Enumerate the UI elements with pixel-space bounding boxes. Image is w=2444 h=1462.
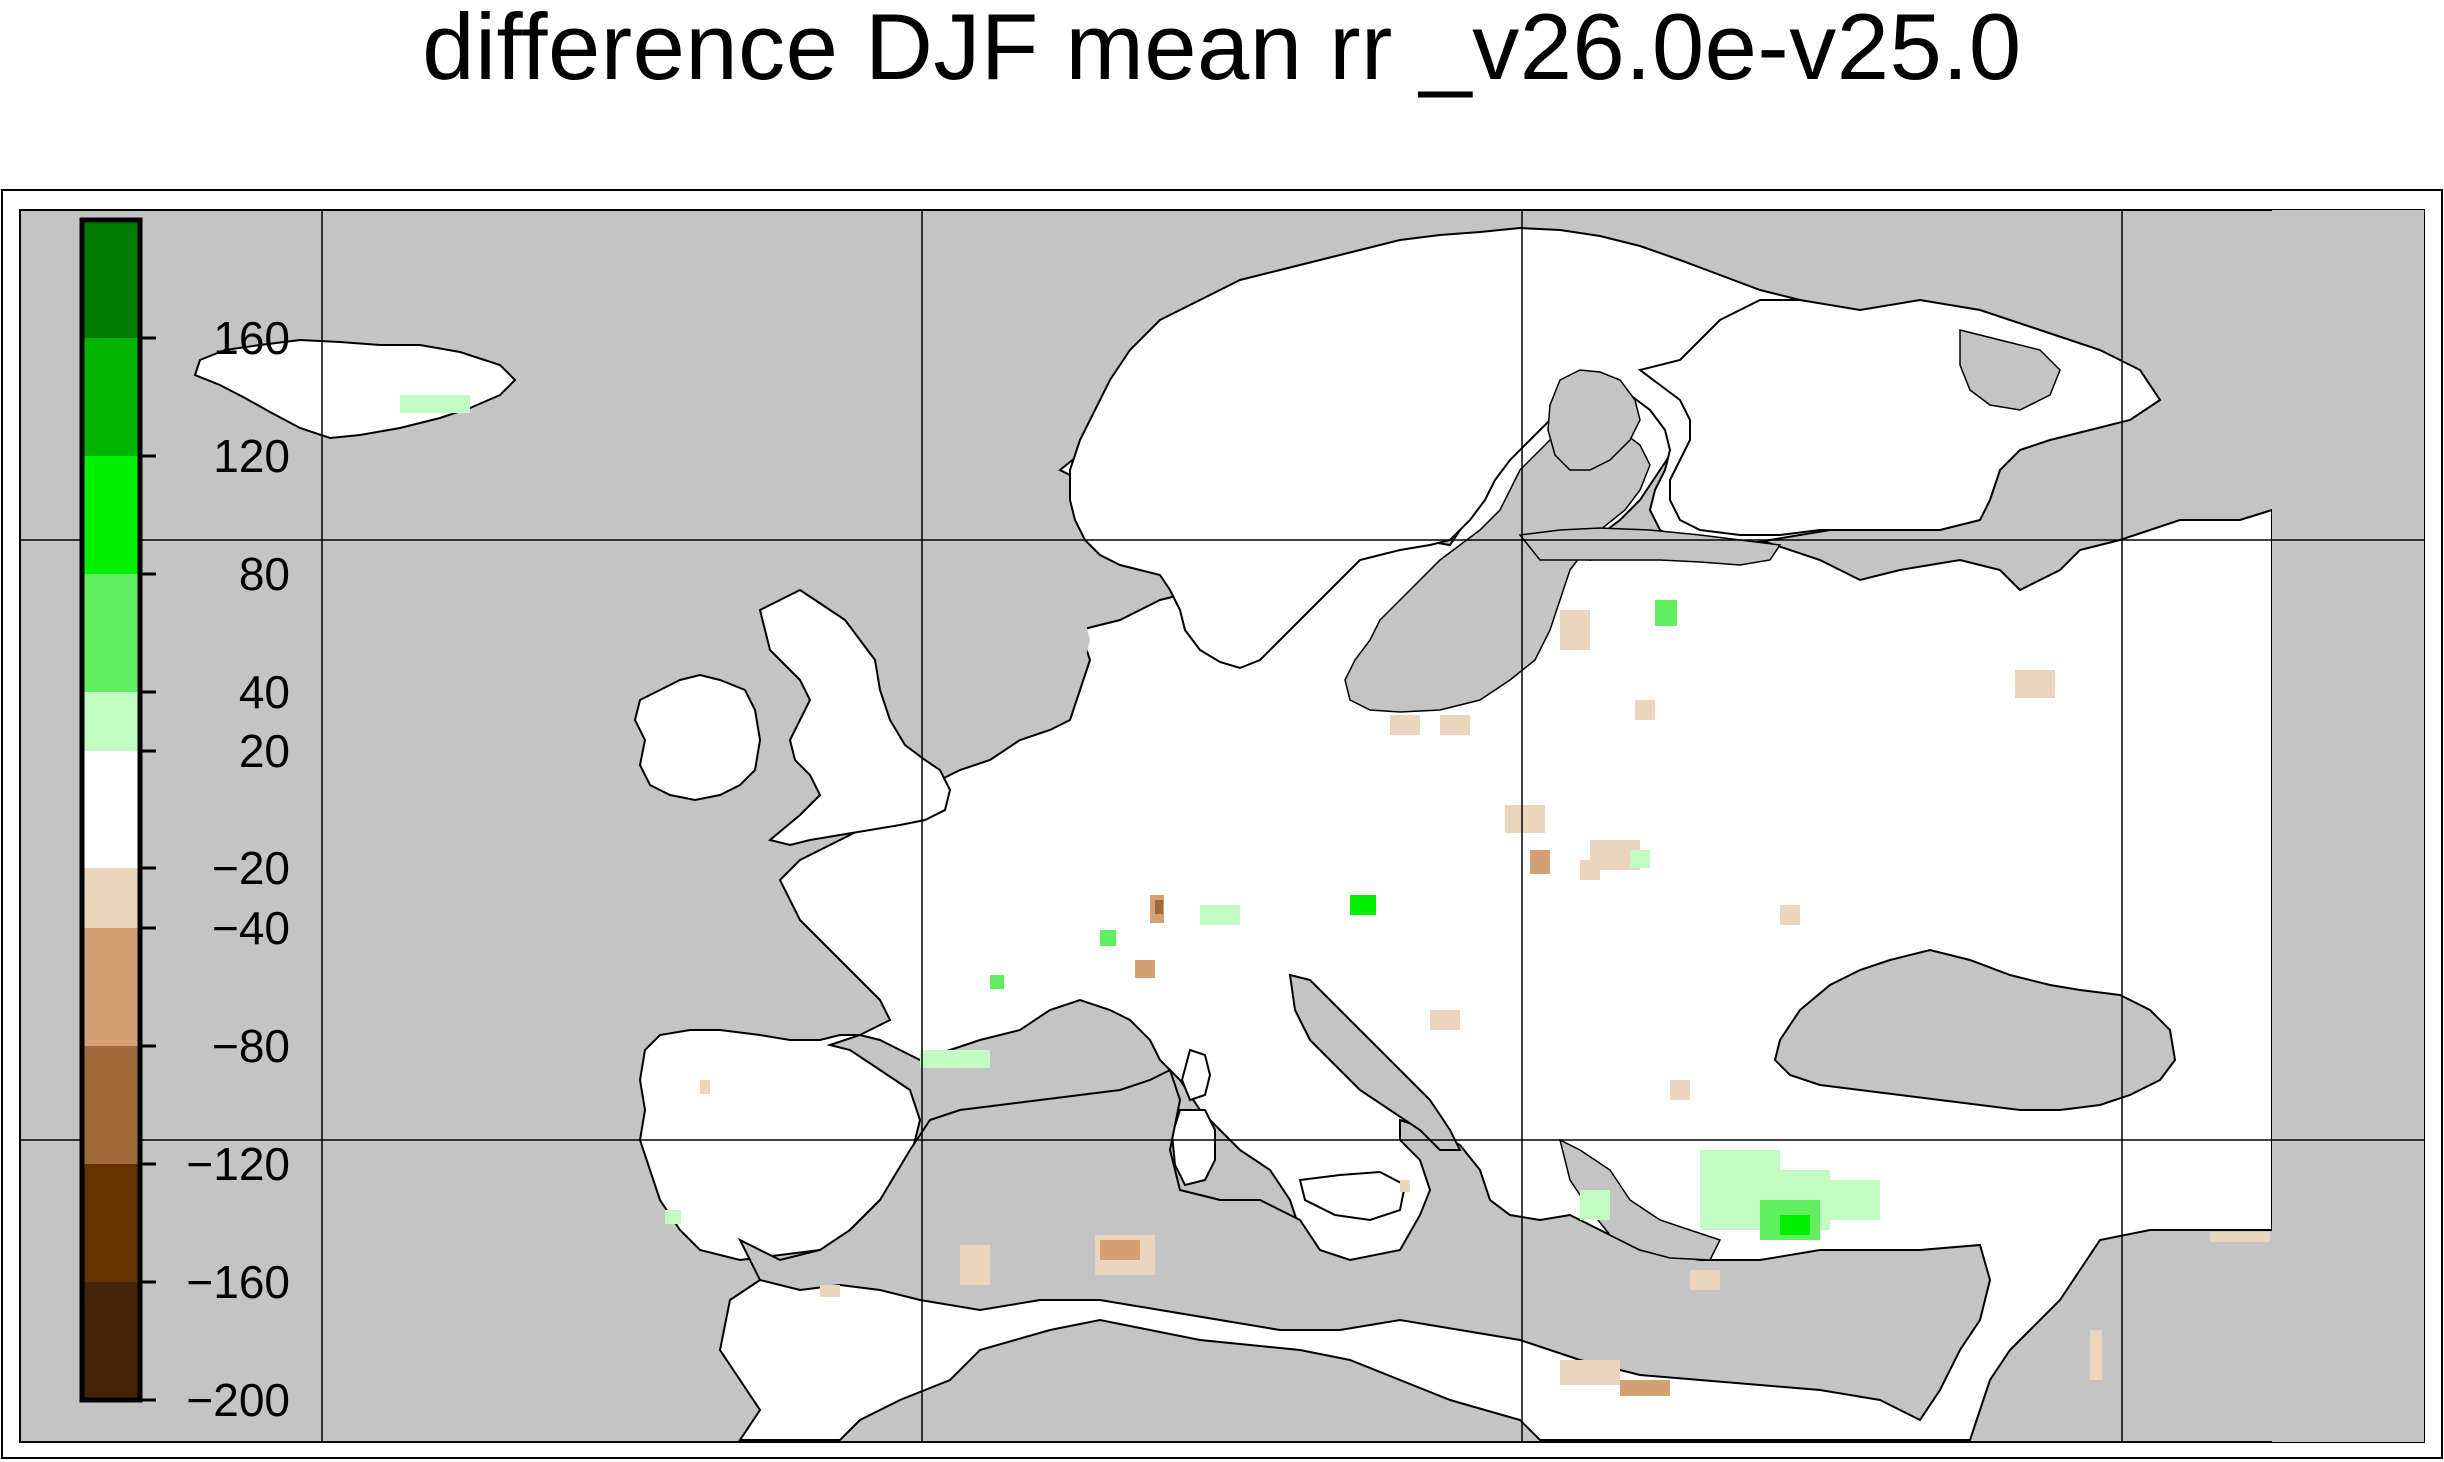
sea-north bbox=[880, 560, 1090, 745]
lat-lon-grid bbox=[20, 210, 2424, 1442]
colorbar-tick-label: −200 bbox=[186, 1374, 290, 1426]
colorbar-tick-label: 120 bbox=[213, 430, 290, 482]
colorbar-bin bbox=[82, 220, 140, 338]
land-ireland bbox=[633, 673, 762, 802]
colorbar-bin bbox=[82, 928, 140, 1046]
anomaly-positive bbox=[400, 395, 1880, 1240]
colorbar-tick-label: −80 bbox=[212, 1020, 290, 1072]
land-great-britain bbox=[758, 588, 952, 847]
colorbar-tick-label: −120 bbox=[186, 1138, 290, 1190]
colorbar-bin bbox=[82, 868, 140, 928]
land-iceland bbox=[193, 338, 517, 440]
anomaly-negative bbox=[700, 610, 2270, 1396]
sea-white bbox=[1959, 329, 2061, 411]
sea-mediterranean bbox=[737, 1068, 1992, 1422]
no-data-east bbox=[2272, 210, 2424, 1442]
colorbar-bin bbox=[82, 751, 140, 868]
colorbar-tick-label: −40 bbox=[212, 902, 290, 954]
map-title: difference DJF mean rr _v26.0e-v25.0 bbox=[422, 0, 2022, 99]
colorbar-tick-label: −20 bbox=[212, 842, 290, 894]
colorbar-tick-label: −160 bbox=[186, 1256, 290, 1308]
colorbar-tick-label: 20 bbox=[239, 725, 290, 777]
sea-black bbox=[1773, 948, 2177, 1111]
map-area bbox=[20, 210, 2424, 1442]
colorbar-bin bbox=[82, 1282, 140, 1400]
colorbar-tick-label: 40 bbox=[239, 666, 290, 718]
land-sicily bbox=[1298, 1170, 1407, 1222]
colorbar-border bbox=[79, 217, 143, 1403]
land-sardinia bbox=[1170, 1109, 1216, 1187]
land-corsica bbox=[1180, 1048, 1212, 1102]
colorbar: 160 120 80 40 20 −20 −40 −80 −120 −160 −200 bbox=[79, 217, 290, 1426]
outer-frame bbox=[1, 189, 2443, 1459]
sea-baltic bbox=[1344, 419, 1651, 713]
colorbar-tick-label: 160 bbox=[213, 312, 290, 364]
sea-adriatic bbox=[1288, 973, 1462, 1151]
sea-gulf-of-finland bbox=[1518, 527, 1782, 566]
colorbar-bin bbox=[82, 692, 140, 751]
colorbar-bin bbox=[82, 574, 140, 692]
colorbar-tick-label: 80 bbox=[239, 548, 290, 600]
colorbar-bin bbox=[82, 1046, 140, 1164]
colorbar-bin bbox=[82, 456, 140, 574]
sea-gulf-of-bothnia bbox=[1547, 369, 1641, 471]
colorbar-bin bbox=[82, 1164, 140, 1282]
colorbar-bin bbox=[82, 338, 140, 456]
